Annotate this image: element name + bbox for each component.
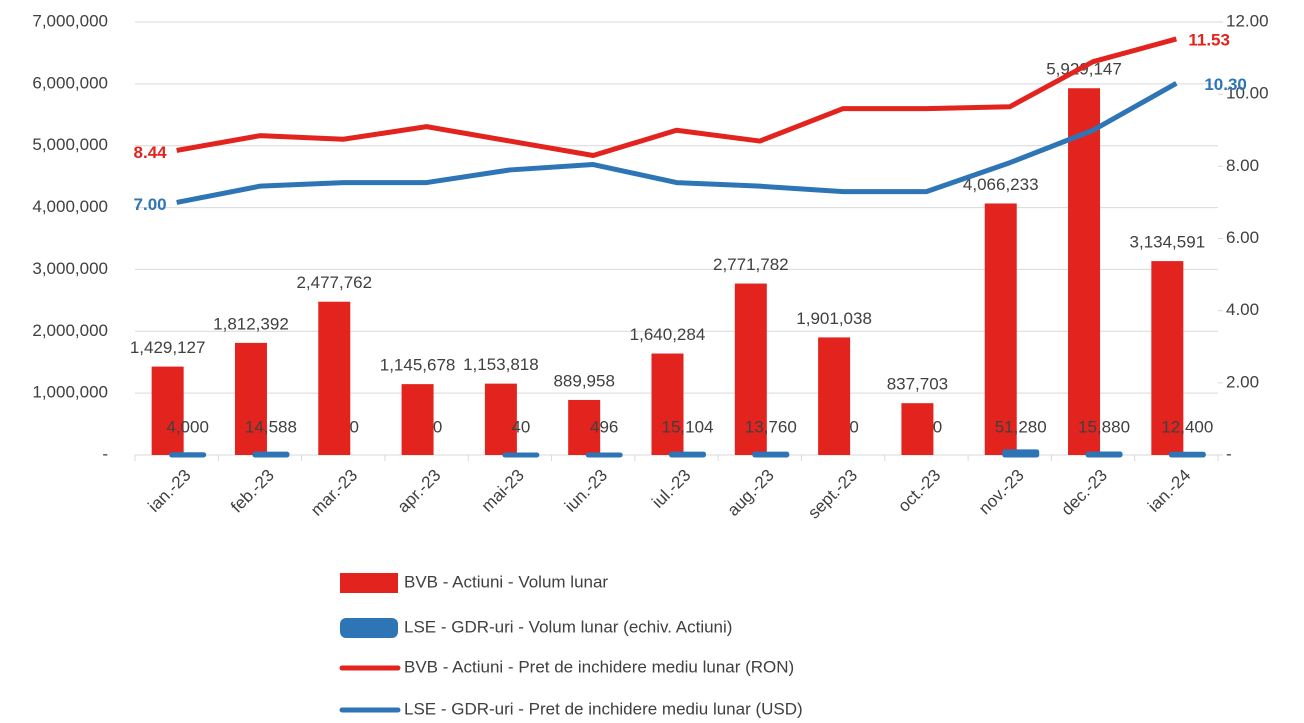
data-label: 0: [433, 417, 442, 436]
bar: [234, 342, 267, 455]
x-tick-label: feb.-23: [227, 466, 278, 517]
x-tick-label: mai-23: [478, 466, 528, 516]
x-tick-label: mar.-23: [307, 466, 361, 520]
data-label: 3,134,591: [1130, 233, 1206, 252]
bar: [252, 451, 290, 458]
data-label: 12,400: [1161, 417, 1213, 436]
bar: [734, 283, 767, 455]
data-label: 1,812,392: [213, 314, 289, 333]
data-label: 1,901,038: [796, 309, 872, 328]
data-label: 40: [511, 417, 530, 436]
bar: [1002, 449, 1040, 458]
y2-tick-label: 4.00: [1226, 300, 1259, 319]
y2-tick-label: 8.00: [1226, 156, 1259, 175]
y2-tick-label: 10.00: [1226, 84, 1269, 103]
bar: [1168, 451, 1206, 458]
y-tick-label: 5,000,000: [32, 135, 108, 154]
y2-tick-label: 12.00: [1226, 11, 1269, 30]
data-label: 15,104: [662, 417, 714, 436]
bar: [318, 301, 351, 455]
data-label: 2,771,782: [713, 255, 789, 274]
data-label: 4,000: [166, 417, 209, 436]
data-label: 496: [590, 417, 618, 436]
legend-label: BVB - Actiuni - Volum lunar: [404, 572, 608, 591]
x-tick-label: nov.-23: [975, 466, 1028, 519]
data-label: 15,880: [1078, 417, 1130, 436]
y-tick-label: -: [102, 444, 108, 463]
data-label: 4,066,233: [963, 175, 1039, 194]
data-label: 0: [350, 417, 359, 436]
data-label: 1,145,678: [380, 356, 456, 375]
data-label: 7.00: [134, 195, 167, 214]
data-label: 14,588: [245, 417, 297, 436]
y-tick-label: 4,000,000: [32, 197, 108, 216]
data-label: 2,477,762: [296, 273, 372, 292]
bar: [651, 353, 684, 455]
legend-swatch: [340, 618, 398, 638]
data-label: 51,280: [995, 417, 1047, 436]
x-tick-label: iul.-23: [648, 466, 694, 512]
bar: [1068, 88, 1101, 456]
bar: [901, 403, 934, 455]
data-label: 889,958: [553, 371, 614, 390]
bar: [151, 366, 184, 455]
data-label: 0: [933, 417, 942, 436]
y-tick-label: 6,000,000: [32, 73, 108, 92]
y-tick-label: 7,000,000: [32, 11, 108, 30]
bar: [484, 383, 517, 455]
y2-tick-label: 2.00: [1226, 372, 1259, 391]
line: [176, 81, 1178, 205]
bar: [984, 203, 1017, 455]
bar: [568, 399, 601, 455]
data-label: 8.44: [134, 143, 168, 162]
x-tick-label: dec.-23: [1058, 466, 1112, 520]
x-tick-label: sept.-23: [804, 466, 861, 523]
legend-label: LSE - GDR-uri - Pret de inchidere mediu …: [404, 699, 803, 718]
data-label: 11.53: [1188, 30, 1230, 49]
data-label: 837,703: [887, 375, 948, 394]
x-tick-label: iun.-23: [561, 466, 611, 516]
bar: [1151, 261, 1184, 455]
line: [176, 36, 1178, 159]
y2-tick-label: 6.00: [1226, 228, 1259, 247]
x-tick-label: apr.-23: [394, 466, 445, 517]
y-tick-label: 1,000,000: [32, 383, 108, 402]
y-tick-label: 2,000,000: [32, 321, 108, 340]
bar: [401, 384, 434, 455]
y2-tick-label: -: [1226, 444, 1232, 463]
x-tick-label: ian.-23: [144, 466, 194, 516]
data-label: 13,760: [745, 417, 797, 436]
y-tick-label: 3,000,000: [32, 259, 108, 278]
data-label: 10.30: [1204, 75, 1247, 94]
legend-label: LSE - GDR-uri - Volum lunar (echiv. Acti…: [404, 617, 732, 636]
bar: [1085, 451, 1123, 458]
x-tick-label: aug.-23: [724, 466, 778, 520]
bar: [669, 451, 706, 458]
data-label: 1,153,818: [463, 355, 539, 374]
x-tick-label: ian.-24: [1144, 466, 1194, 516]
legend-swatch: [340, 573, 398, 593]
data-label: 1,640,284: [630, 325, 706, 344]
data-label: 1,429,127: [130, 338, 206, 357]
bar: [818, 337, 851, 455]
legend-label: BVB - Actiuni - Pret de inchidere mediu …: [404, 657, 794, 676]
data-label: 0: [849, 417, 858, 436]
bar: [752, 451, 790, 458]
x-tick-label: oct.-23: [894, 466, 944, 516]
